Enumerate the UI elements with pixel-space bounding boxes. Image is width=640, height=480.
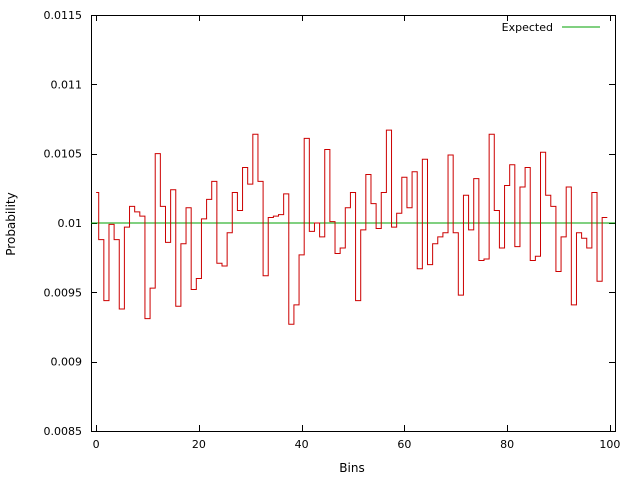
legend: Expected xyxy=(502,21,600,34)
x-tick-label: 40 xyxy=(295,438,309,451)
x-axis-ticks: 0 20 40 60 80 100 xyxy=(93,15,620,451)
series-layer xyxy=(91,129,615,325)
x-axis-label: Bins xyxy=(339,461,364,475)
observed-probability-steps xyxy=(96,129,608,325)
y-tick-label: 0.0095 xyxy=(44,286,83,299)
x-tick-label: 0 xyxy=(93,438,100,451)
y-tick-label: 0.0085 xyxy=(44,425,83,438)
y-tick-label: 0.009 xyxy=(51,356,83,369)
y-tick-label: 0.01 xyxy=(58,217,83,230)
y-tick-label: 0.0105 xyxy=(44,148,83,161)
y-axis-label: Probability xyxy=(4,192,18,255)
x-tick-label: 20 xyxy=(192,438,206,451)
y-tick-label: 0.011 xyxy=(51,78,83,91)
x-tick-label: 60 xyxy=(397,438,411,451)
y-tick-label: 0.0115 xyxy=(44,9,83,22)
legend-label-expected: Expected xyxy=(502,21,553,34)
x-tick-label: 100 xyxy=(599,438,620,451)
x-tick-label: 80 xyxy=(500,438,514,451)
y-axis-ticks: 0.0085 0.009 0.0095 0.01 0.0105 0.011 0.0115 xyxy=(44,9,615,438)
